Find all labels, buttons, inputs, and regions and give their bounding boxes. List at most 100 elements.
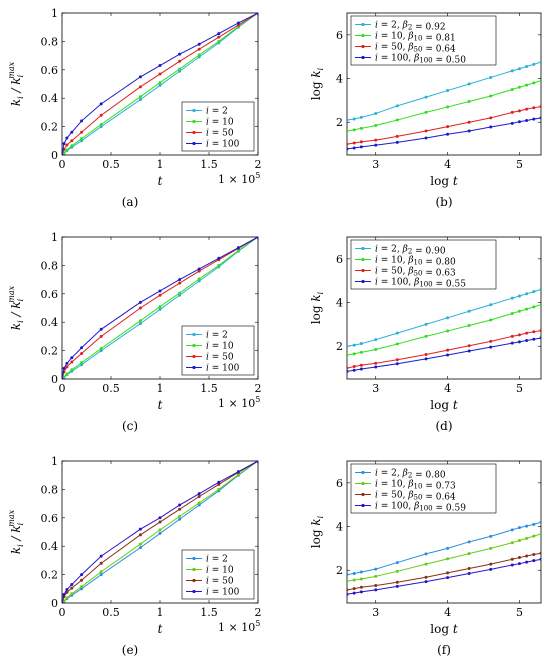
series-point: [395, 118, 399, 122]
series-point: [489, 562, 493, 566]
series-point: [80, 130, 84, 134]
series-point: [539, 520, 541, 524]
series-point: [359, 585, 363, 589]
legend-entry: i = 100, β100 = 0.50: [375, 54, 466, 66]
series-point: [517, 539, 521, 543]
panel-caption: (b): [435, 195, 452, 209]
series-point: [525, 536, 529, 540]
series-point: [395, 134, 399, 138]
series-point: [158, 531, 162, 535]
series-point: [70, 368, 74, 372]
series-point: [62, 366, 66, 370]
series-point: [138, 322, 142, 326]
series-point: [446, 125, 450, 129]
series-point: [178, 291, 182, 295]
series-point: [70, 144, 74, 148]
series-point: [197, 503, 201, 507]
series-point: [178, 507, 182, 511]
series-point: [178, 514, 182, 518]
series-point: [510, 110, 514, 114]
series-point: [539, 336, 541, 340]
series-point: [510, 69, 514, 73]
x-tick-label: 1.5: [200, 158, 218, 171]
series-point: [80, 119, 84, 123]
series-point: [217, 39, 221, 43]
series-point: [539, 287, 541, 291]
series-point: [80, 363, 84, 367]
legend-entry: i = 50: [206, 129, 234, 139]
x-tick-label: 1.5: [200, 606, 218, 619]
series-point: [158, 520, 162, 524]
series-point: [352, 146, 356, 150]
legend-marker: [361, 44, 365, 49]
series-point: [517, 526, 521, 530]
series-point: [138, 95, 142, 99]
series-point: [446, 353, 450, 357]
series-point: [467, 566, 471, 570]
series-point: [539, 532, 541, 536]
series-point: [256, 461, 258, 463]
series-point: [70, 592, 74, 596]
legend: i = 2, β2 = 0.80i = 10, β10 = 0.73i = 50…: [350, 463, 497, 514]
legend-marker: [361, 279, 365, 284]
y-tick-label: 0.2: [41, 345, 59, 358]
series-point: [395, 362, 399, 366]
y-tick-label: 0.6: [41, 64, 59, 77]
y-tick-label: 2: [336, 564, 343, 577]
series-point: [99, 113, 103, 117]
series-point: [352, 591, 356, 595]
series-point: [467, 344, 471, 348]
series-point: [178, 278, 182, 282]
legend-entry: i = 2: [206, 555, 228, 565]
series-point: [424, 552, 428, 556]
series-point: [359, 342, 363, 346]
x-tick-label: 3: [372, 158, 379, 171]
series-point: [138, 533, 142, 537]
series-point: [359, 577, 363, 581]
series-point: [158, 293, 162, 297]
series-point: [138, 546, 142, 550]
x-tick-label: 5: [516, 382, 523, 395]
series-point: [489, 125, 493, 129]
series-point: [352, 352, 356, 356]
y-tick-label: 0.6: [41, 288, 59, 301]
legend-marker: [361, 481, 365, 486]
x-axis-label: t: [158, 174, 163, 188]
legend-box: [350, 15, 497, 66]
legend-entry: i = 2, β2 = 0.90: [375, 245, 446, 257]
x-tick-label: 2: [255, 382, 262, 395]
series-point: [395, 342, 399, 346]
legend-marker: [192, 354, 196, 359]
series-point: [217, 256, 221, 260]
series-point: [178, 503, 182, 507]
series-point: [80, 351, 84, 355]
series-point: [347, 592, 349, 596]
legend-entry: i = 10, β10 = 0.81: [375, 32, 456, 44]
series-point: [236, 21, 240, 25]
x-tick-label: 1.5: [200, 382, 218, 395]
chart-panel-f: 3 4 5 2 4 6 log t log ki i = 2, β2 = 0.80i = 10,…: [309, 460, 542, 636]
series-point: [352, 128, 356, 132]
series-point: [197, 269, 201, 273]
legend-entry: i = 2, β2 = 0.80: [375, 469, 446, 481]
series-point: [65, 136, 69, 140]
x-tick-label: 0.5: [102, 606, 120, 619]
series-point: [158, 528, 162, 532]
series-point: [158, 305, 162, 309]
series-point: [374, 338, 378, 342]
series-point: [178, 59, 182, 63]
y-tick-label: 2: [336, 116, 343, 129]
series-point: [178, 69, 182, 73]
series-point: [539, 303, 541, 307]
series-point: [99, 102, 103, 106]
series-point: [70, 586, 74, 590]
series-point: [197, 501, 201, 505]
y-tick-label: 6: [336, 253, 343, 266]
series-point: [352, 587, 356, 591]
series-point: [424, 575, 428, 579]
series-point: [65, 143, 69, 147]
series-point: [197, 492, 201, 496]
series-point: [99, 334, 103, 338]
series-point: [359, 367, 363, 371]
series-point: [359, 363, 363, 367]
